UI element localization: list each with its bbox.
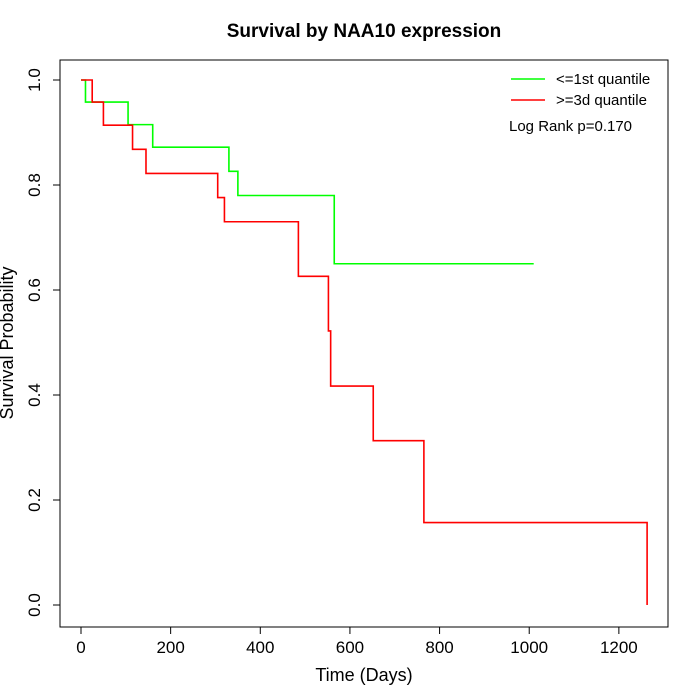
y-axis-label: Survival Probability <box>0 266 17 419</box>
y-tick-label: 1.0 <box>25 68 44 92</box>
legend-label: <=1st quantile <box>556 71 650 88</box>
y-tick-label: 0.4 <box>25 383 44 407</box>
y-tick-label: 0.2 <box>25 488 44 512</box>
x-axis: 0 200 400 600 800 1000 1200 <box>76 626 638 657</box>
plot-frame <box>59 59 669 628</box>
survival-curve-low <box>81 79 534 265</box>
log-rank-annotation: Log Rank p=0.170 <box>509 118 632 135</box>
y-tick-label: 0.0 <box>25 593 44 617</box>
y-axis: 0.0 0.2 0.4 0.6 0.8 1.0 <box>25 68 61 617</box>
x-tick-label: 600 <box>336 638 364 657</box>
x-tick-label: 400 <box>246 638 274 657</box>
x-tick-label: 800 <box>425 638 453 657</box>
y-tick-label: 0.6 <box>25 278 44 302</box>
x-tick-label: 1200 <box>600 638 638 657</box>
chart-title: Survival by NAA10 expression <box>227 21 502 42</box>
x-axis-label: Time (Days) <box>315 665 412 685</box>
series-layer <box>81 79 648 605</box>
survival-curve-high <box>81 79 648 605</box>
y-tick-label: 0.8 <box>25 173 44 197</box>
x-tick-label: 200 <box>156 638 184 657</box>
legend-label: >=3d quantile <box>556 92 647 109</box>
x-tick-label: 0 <box>76 638 85 657</box>
legend: <=1st quantile >=3d quantile <box>511 71 650 109</box>
x-tick-label: 1000 <box>510 638 548 657</box>
